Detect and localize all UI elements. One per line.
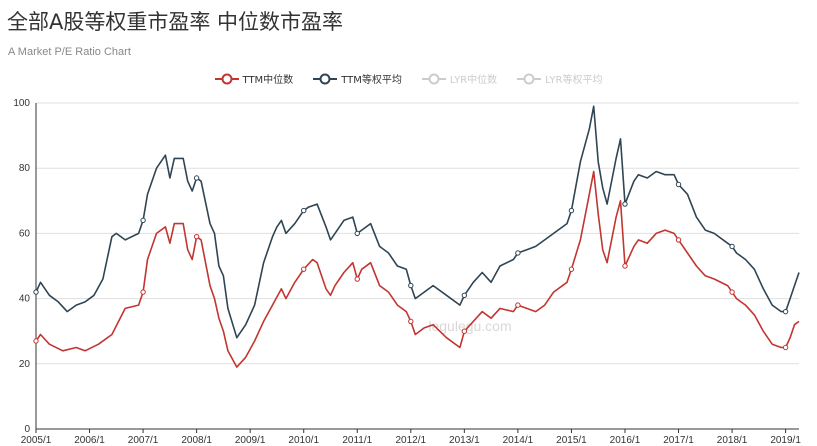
x-tick-label: 2012/1 (396, 435, 427, 446)
data-point (461, 328, 468, 334)
data-point (622, 263, 628, 269)
data-point (301, 207, 307, 214)
x-tick-label: 2019/1 (770, 435, 801, 446)
legend-item-lyr-median[interactable]: LYR中位数 (421, 71, 498, 86)
data-point (140, 217, 146, 224)
y-tick-label: 40 (19, 294, 31, 305)
y-tick-label: 80 (19, 163, 31, 174)
legend: TTM中位数 TTM等权平均 LYR中位数 LYR等权平均 (0, 71, 817, 86)
data-point (33, 289, 39, 295)
data-point (515, 302, 521, 308)
data-point (675, 181, 682, 188)
legend-item-ttm-median[interactable]: TTM中位数 (214, 71, 294, 86)
data-point (193, 175, 200, 181)
chart-title: 全部A股等权重市盈率 中位数市盈率 (7, 10, 344, 34)
legend-label: TTM等权平均 (341, 75, 402, 86)
y-tick-label: 100 (13, 98, 30, 109)
line-circle-icon (214, 73, 239, 84)
x-tick-label: 2005/1 (21, 435, 52, 446)
y-tick-label: 20 (19, 359, 31, 370)
data-point (568, 266, 575, 272)
data-point (515, 250, 521, 256)
x-tick-label: 2016/1 (610, 435, 641, 446)
data-point (33, 338, 39, 344)
line-circle-icon (421, 73, 446, 84)
x-tick-label: 2006/1 (74, 435, 105, 446)
x-tick-label: 2013/1 (449, 435, 480, 446)
x-tick-label: 2015/1 (556, 435, 587, 446)
y-tick-label: 0 (24, 424, 30, 435)
data-point (354, 230, 360, 237)
data-point (354, 276, 360, 282)
line-circle-icon (517, 73, 542, 84)
x-tick-label: 2010/1 (288, 435, 319, 446)
data-point (782, 344, 789, 351)
data-point (408, 282, 414, 289)
data-point (729, 289, 735, 295)
data-point (408, 318, 414, 325)
line-circle-icon (313, 73, 338, 84)
legend-item-lyr-equal-avg[interactable]: LYR等权平均 (517, 71, 602, 86)
data-point (729, 243, 735, 250)
x-tick-label: 2008/1 (181, 435, 212, 446)
legend-label: LYR等权平均 (545, 75, 603, 86)
y-tick-label: 60 (19, 228, 31, 239)
x-tick-label: 2017/1 (663, 435, 694, 446)
x-tick-label: 2007/1 (128, 435, 159, 446)
chart-subtitle: A Market P/E Ratio Chart (8, 46, 131, 58)
data-point (140, 289, 146, 295)
data-point (675, 237, 682, 243)
data-point (461, 292, 468, 299)
data-point (301, 266, 307, 272)
data-point (193, 233, 200, 240)
data-point (782, 308, 789, 315)
x-tick-label: 2011/1 (342, 435, 372, 446)
legend-item-ttm-equal-avg[interactable]: TTM等权平均 (313, 71, 402, 86)
x-tick-label: 2018/1 (717, 435, 748, 446)
x-tick-label: 2009/1 (235, 435, 266, 446)
series-line-0 (35, 170, 800, 368)
legend-label: LYR中位数 (449, 75, 498, 86)
data-point (568, 207, 575, 214)
series-line-1 (35, 105, 800, 339)
x-tick-label: 2014/1 (503, 435, 534, 446)
legend-label: TTM中位数 (242, 75, 294, 86)
data-point (622, 201, 628, 207)
